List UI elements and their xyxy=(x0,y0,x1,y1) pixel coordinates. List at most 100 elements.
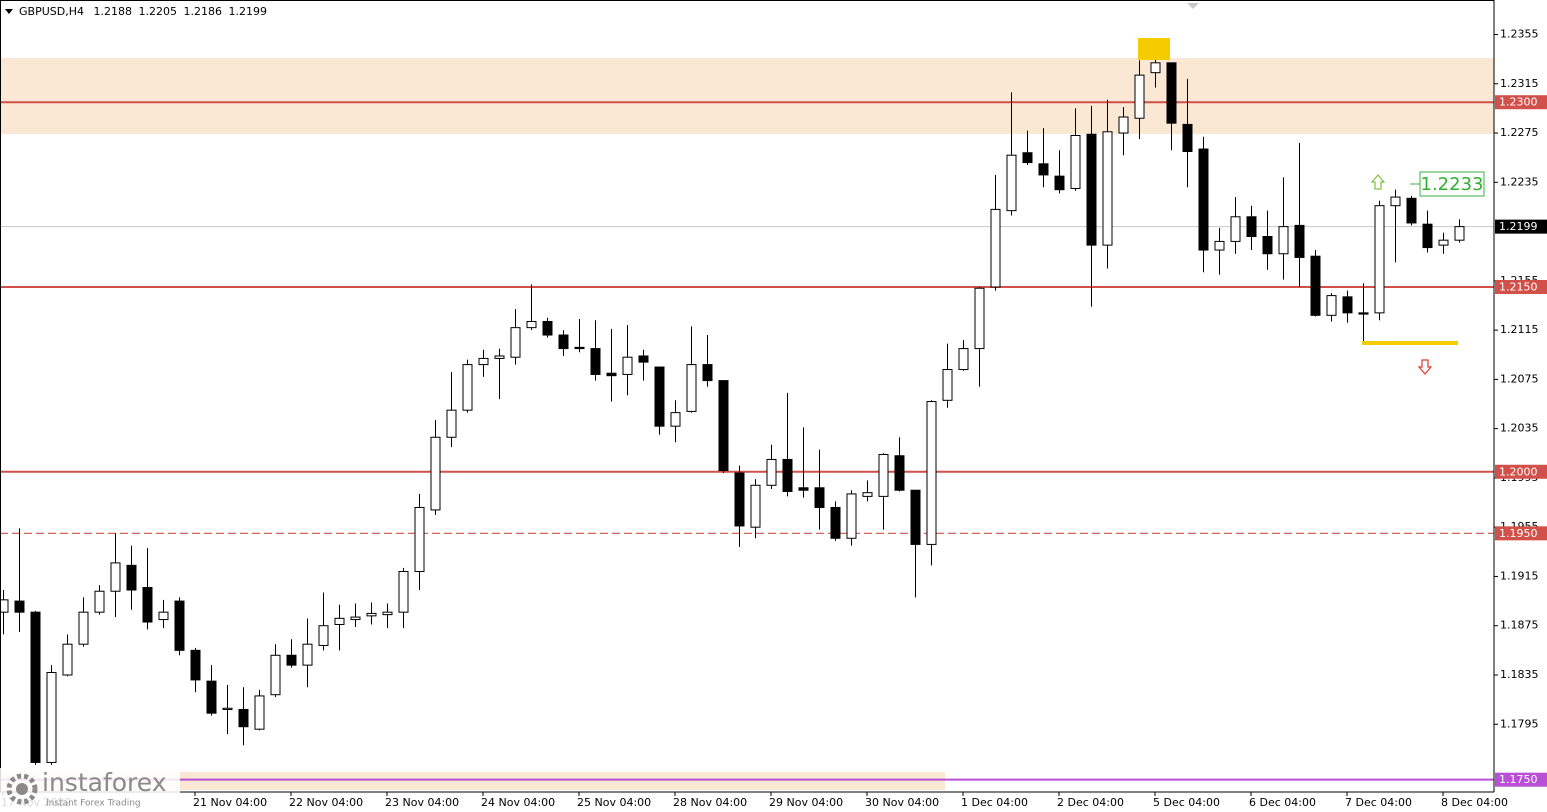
bull-body xyxy=(1102,131,1113,246)
bear-body xyxy=(654,366,665,427)
bear-body xyxy=(1022,152,1033,164)
level-box xyxy=(1495,526,1547,541)
high-marker xyxy=(1138,38,1170,60)
brand: instaforex xyxy=(42,768,167,797)
bull-body xyxy=(270,654,281,696)
bull-body xyxy=(78,611,89,645)
bull-body xyxy=(1438,239,1449,246)
bear-body xyxy=(30,611,41,763)
bear-body xyxy=(1406,197,1417,224)
bull-body xyxy=(1390,196,1401,207)
bear-body xyxy=(894,455,905,491)
header-triangle xyxy=(5,9,13,14)
bear-body xyxy=(1054,175,1065,191)
bear-body xyxy=(638,355,649,363)
level-label: 1.1950 xyxy=(1499,527,1538,540)
logo-core xyxy=(16,783,28,795)
x-tick-label: 21 Nov 04:00 xyxy=(193,796,267,809)
level-label: 1.2150 xyxy=(1499,280,1538,293)
bear-body xyxy=(1342,296,1353,314)
annotation-box xyxy=(1419,171,1485,197)
bull-body xyxy=(862,492,873,497)
header: GBPUSD,H4 1.2188 1.2205 1.2186 1.2199 xyxy=(19,5,267,18)
bull-body xyxy=(526,320,537,329)
bear-body xyxy=(734,472,745,527)
x-tick-label: 6 Dec 04:00 xyxy=(1249,796,1316,809)
bull-body xyxy=(926,401,937,545)
bear-body xyxy=(1038,163,1049,176)
level-box xyxy=(1495,772,1547,787)
bull-body xyxy=(686,364,697,412)
bear-body xyxy=(1294,224,1305,258)
bear-body xyxy=(542,320,553,336)
up-arrow xyxy=(1370,174,1386,190)
bear-body xyxy=(782,458,793,492)
bull-body xyxy=(430,436,441,511)
y-tick-label: 1.2235 xyxy=(1500,175,1539,188)
levels xyxy=(0,101,1494,781)
bull-body xyxy=(1326,295,1337,316)
level-label: 1.2000 xyxy=(1499,465,1538,478)
bear-body xyxy=(126,564,137,591)
bull-body xyxy=(382,611,393,616)
level-box xyxy=(1495,464,1547,479)
bear-body xyxy=(814,487,825,508)
y-tick-label: 1.2035 xyxy=(1500,422,1539,435)
x-tick-label: 28 Nov 04:00 xyxy=(673,796,747,809)
bull-body xyxy=(1454,226,1465,241)
last-price-label: 1.2199 xyxy=(1499,220,1538,233)
bull-body xyxy=(958,348,969,371)
bear-body xyxy=(1358,312,1369,315)
x-tick-label: 1 Dec 04:00 xyxy=(961,796,1028,809)
y-tick-label: 1.1795 xyxy=(1500,717,1539,730)
y-tick-label: 1.1915 xyxy=(1500,569,1539,582)
shift-marker xyxy=(1187,3,1199,9)
bull-body xyxy=(110,562,121,592)
bull-body xyxy=(494,355,505,359)
x-tick-label: 25 Nov 04:00 xyxy=(577,796,651,809)
bear-body xyxy=(238,708,249,728)
bull-body xyxy=(446,409,457,438)
bull-body xyxy=(398,571,409,613)
x-tick-label: 29 Nov 04:00 xyxy=(769,796,843,809)
bear-body xyxy=(574,346,585,350)
bull-body xyxy=(1278,226,1289,255)
bull-body xyxy=(334,617,345,625)
y-tick-label: 1.2315 xyxy=(1500,77,1539,90)
bear-body xyxy=(830,506,841,539)
bull-body xyxy=(1214,240,1225,251)
watermark-bg xyxy=(0,768,180,812)
bull-body xyxy=(942,369,953,401)
bear-body xyxy=(174,600,185,651)
symbol: GBPUSD,H4 xyxy=(19,5,84,18)
level-box xyxy=(1495,279,1547,294)
bull-body xyxy=(974,287,985,350)
bull-body xyxy=(1230,216,1241,242)
bear-body xyxy=(590,348,601,375)
bear-body xyxy=(286,654,297,666)
x-tick-label: 2 Dec 04:00 xyxy=(1057,796,1124,809)
x-tick-label: 24 Nov 04:00 xyxy=(481,796,555,809)
level-label: 1.2300 xyxy=(1499,96,1538,109)
x-tick-label: 30 Nov 04:00 xyxy=(865,796,939,809)
x-tick-label: 5 Dec 04:00 xyxy=(1153,796,1220,809)
bear-body xyxy=(1422,223,1433,249)
bull-body xyxy=(46,672,57,763)
header-close: 1.2199 xyxy=(228,5,267,18)
header-open: 1.2188 xyxy=(93,5,132,18)
logo-gear xyxy=(6,773,38,805)
y-tick-label: 1.1835 xyxy=(1500,668,1539,681)
bull-body xyxy=(622,356,633,375)
bear-body xyxy=(1182,123,1193,153)
x-tick-label: 22 Nov 04:00 xyxy=(289,796,363,809)
bull-body xyxy=(222,707,233,710)
bull-body xyxy=(318,625,329,646)
bull-body xyxy=(846,493,857,539)
bull-body xyxy=(158,611,169,621)
level-boxes: 1.2199 1.2300 1.2150 1.2000 1.1950 1.1750 xyxy=(1495,95,1547,787)
bull-body xyxy=(670,412,681,427)
bear-body xyxy=(606,372,617,377)
bull-body xyxy=(1374,205,1385,314)
